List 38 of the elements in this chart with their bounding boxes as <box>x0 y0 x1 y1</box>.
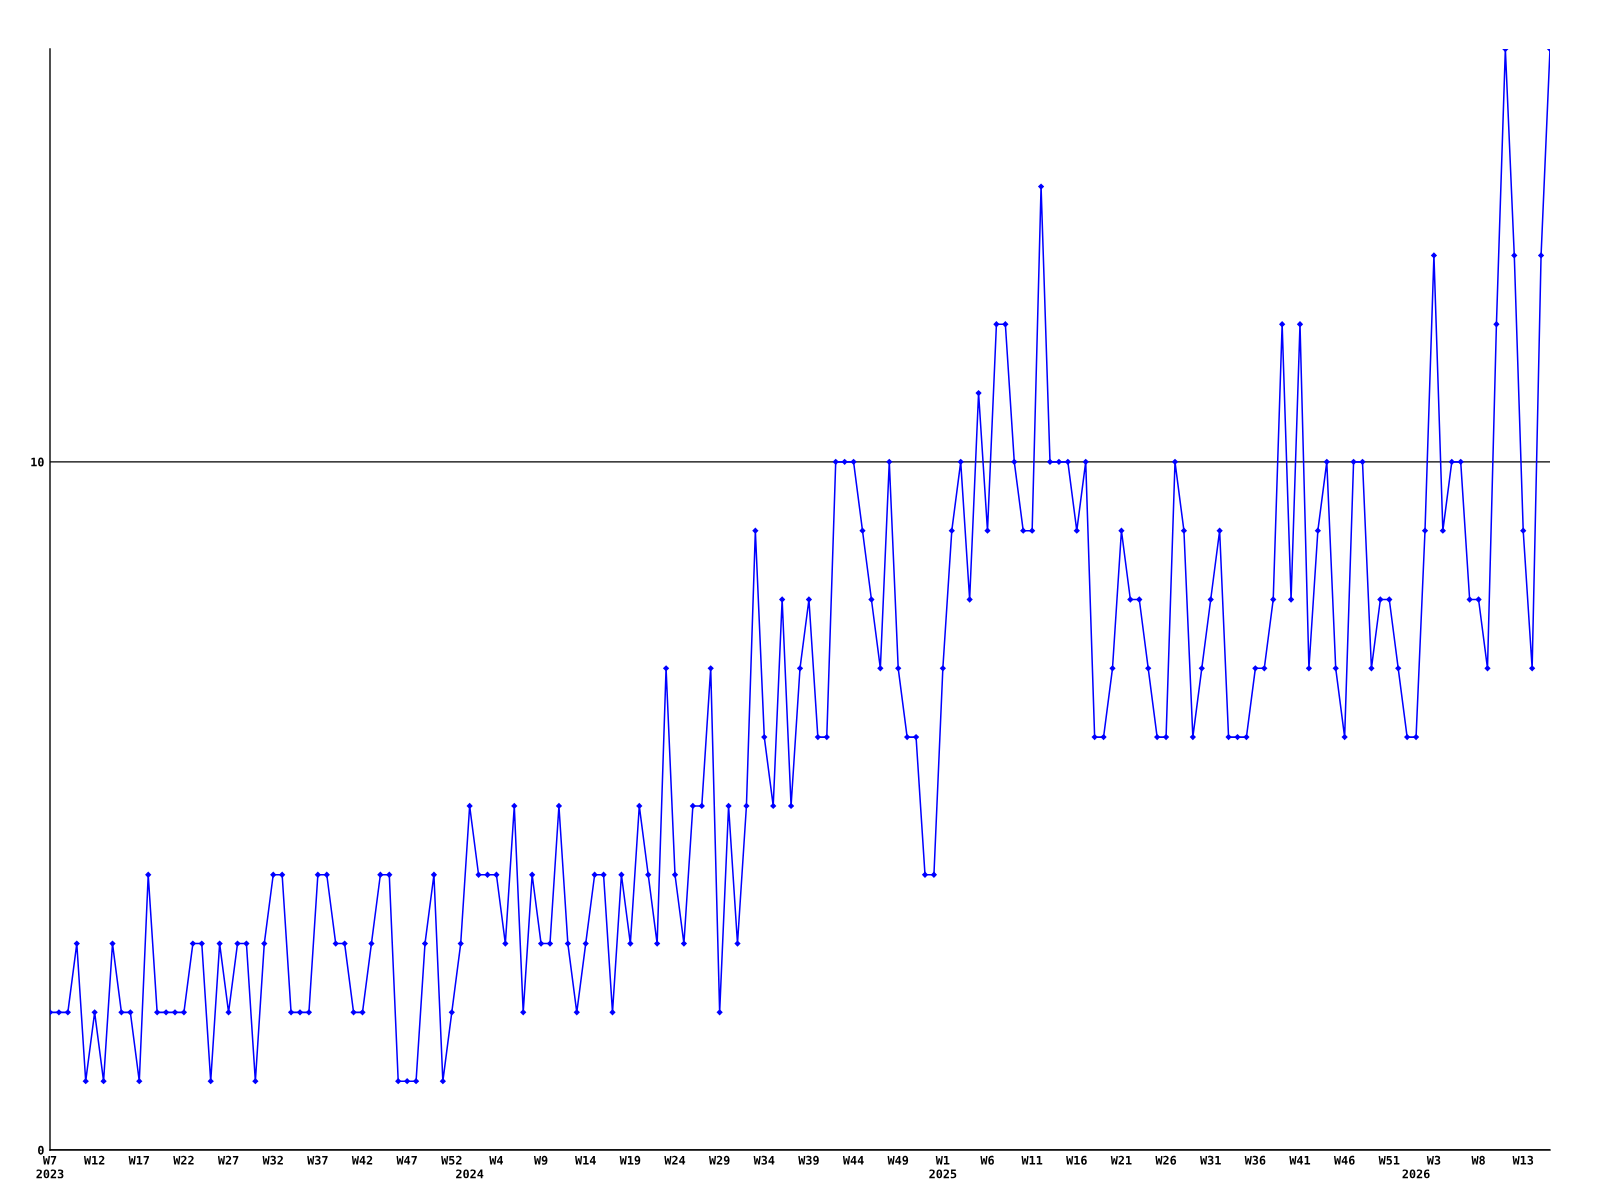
x-tick-label: W37 <box>307 1155 328 1165</box>
x-tick-label: W32 <box>262 1155 283 1165</box>
x-tick-label: W51 <box>1378 1155 1400 1165</box>
x-tick-label: W44 <box>842 1155 864 1165</box>
x-tick-label: W24 <box>664 1155 686 1165</box>
x-tick-label: W12 <box>83 1155 105 1165</box>
x-tick-label: W34 <box>753 1155 775 1165</box>
x-tick-label: W47 <box>396 1155 417 1165</box>
x-tick-label: W49 <box>887 1155 909 1165</box>
x-tick-label: W6 <box>980 1155 994 1165</box>
x-tick-label: W13 <box>1512 1155 1534 1165</box>
x-tick-label: W42 <box>351 1155 373 1165</box>
x-tick-label: W1 2025 <box>929 1155 957 1179</box>
x-tick-label: W21 <box>1110 1155 1132 1165</box>
x-tick-label: W17 <box>128 1155 150 1165</box>
x-tick-label: W26 <box>1155 1155 1177 1165</box>
x-tick-label: W29 <box>708 1155 730 1165</box>
y-tick-label: 0 <box>38 1145 44 1155</box>
x-tick-label: W8 <box>1471 1155 1485 1165</box>
x-tick-label: W11 <box>1021 1155 1043 1165</box>
x-tick-label: W36 <box>1244 1155 1266 1165</box>
x-tick-label: W4 <box>489 1155 504 1165</box>
x-tick-label: W41 <box>1289 1155 1311 1165</box>
x-tick-label: W31 <box>1200 1155 1221 1165</box>
x-tick-label: W3 <box>1426 1155 1441 1165</box>
x-tick-label: W27 <box>217 1155 239 1165</box>
x-tick-label: W7 2023 <box>36 1155 64 1179</box>
y-tick-label: 10 <box>31 457 44 467</box>
x-tick-label: W16 <box>1066 1155 1087 1165</box>
x-tick-label: W9 <box>533 1155 548 1165</box>
x-tick-label: W46 <box>1333 1155 1355 1165</box>
x-tick-label: 2026 <box>1402 1169 1430 1179</box>
x-tick-label: W39 <box>798 1155 819 1165</box>
x-tick-label: W22 <box>173 1155 194 1165</box>
x-tick-label: W52 <box>441 1155 462 1165</box>
x-tick-label: W14 <box>575 1155 596 1165</box>
x-tick-label: W19 <box>619 1155 641 1165</box>
x-tick-label: 2024 <box>456 1169 484 1179</box>
